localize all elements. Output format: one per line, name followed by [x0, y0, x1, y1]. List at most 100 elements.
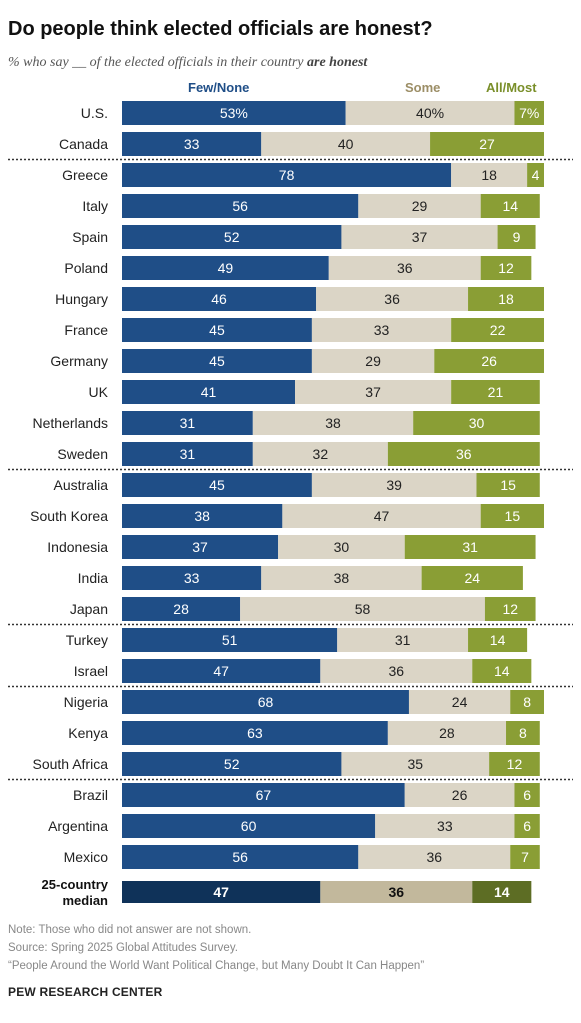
- country-label: Israel: [74, 663, 108, 679]
- bar-segment-some: [451, 163, 528, 187]
- bar-value-label: 30: [334, 539, 350, 555]
- country-label: Poland: [64, 260, 108, 276]
- bar-segment-few: [122, 318, 312, 342]
- bar-segment-few: [122, 597, 241, 621]
- bar-value-label: 6: [523, 818, 531, 834]
- bar-segment-few: [122, 690, 409, 714]
- bar-segment-some: [316, 287, 469, 311]
- country-label: Germany: [50, 353, 108, 369]
- bar-value-label: 28: [439, 725, 455, 741]
- bar-value-label: 37: [365, 384, 381, 400]
- bar-segment-most: [430, 132, 544, 156]
- bar-value-label: 58: [355, 601, 371, 617]
- bar-segment-few: [122, 349, 312, 373]
- bar-segment-most: [497, 225, 536, 249]
- country-label: Sweden: [57, 446, 108, 462]
- bar-segment-some: [341, 225, 498, 249]
- bar-value-label: 29: [365, 353, 381, 369]
- bar-segment-most: [476, 473, 540, 497]
- bar-segment-most: [468, 628, 528, 652]
- bar-segment-most: [413, 411, 540, 435]
- country-label: Argentina: [48, 818, 108, 834]
- bar-value-label: 60: [241, 818, 257, 834]
- bar-value-label: 45: [209, 353, 225, 369]
- bar-segment-few: [122, 473, 312, 497]
- country-label: South Africa: [33, 756, 109, 772]
- bar-segment-few: [122, 504, 283, 528]
- country-label: Spain: [72, 229, 108, 245]
- report-title: “People Around the World Want Political …: [8, 960, 425, 972]
- bar-value-label: 40%: [416, 105, 444, 121]
- bar-value-label: 36: [389, 663, 405, 679]
- org-name: PEW RESEARCH CENTER: [8, 985, 163, 999]
- bar-segment-some: [375, 814, 515, 838]
- country-label: Brazil: [73, 787, 108, 803]
- bar-value-label: 32: [313, 446, 329, 462]
- bar-value-label: 7: [521, 849, 529, 865]
- legend-few-none: Few/None: [188, 80, 250, 95]
- bar-segment-some: [337, 628, 469, 652]
- bar-segment-most: [387, 442, 540, 466]
- bar-value-label: 63: [247, 725, 263, 741]
- bar-segment-few: [122, 721, 388, 745]
- bar-value-label: 51: [222, 632, 238, 648]
- bar-value-label: 15: [505, 508, 521, 524]
- bar-segment-few: [122, 194, 359, 218]
- country-label: Italy: [82, 198, 108, 214]
- bar-segment-most: [451, 380, 540, 404]
- bar-segment-some: [311, 318, 452, 342]
- bar-value-label: 14: [490, 632, 506, 648]
- bar-value-label: 24: [452, 694, 468, 710]
- country-label: U.S.: [81, 105, 108, 121]
- bar-value-label: 52: [224, 229, 240, 245]
- bar-value-label: 38: [194, 508, 210, 524]
- country-label: Indonesia: [47, 539, 108, 555]
- bar-segment-most: [489, 752, 540, 776]
- bar-segment-some: [261, 566, 422, 590]
- bar-segment-some: [341, 752, 490, 776]
- bar-value-label: 27: [479, 136, 495, 152]
- bar-segment-most: [506, 721, 540, 745]
- bar-value-label: 7%: [519, 105, 539, 121]
- bar-segment-few: [122, 752, 342, 776]
- bar-value-label: 33: [184, 570, 200, 586]
- country-label: Netherlands: [33, 415, 109, 431]
- country-label: Australia: [54, 477, 109, 493]
- bar-value-label: 30: [469, 415, 485, 431]
- bar-segment-few: [122, 845, 359, 869]
- bar-segment-some: [261, 132, 431, 156]
- bar-value-label: 9: [513, 229, 521, 245]
- bar-value-label: 38: [325, 415, 341, 431]
- bar-segment-most: [480, 256, 532, 280]
- bar-value-label: 18: [481, 167, 497, 183]
- subtitle-prefix: % who say __ of the elected officials in…: [8, 55, 307, 70]
- bar-value-label: 12: [502, 601, 518, 617]
- bar-segment-some: [358, 194, 481, 218]
- bar-value-label: 56: [232, 849, 248, 865]
- bar-segment-few: [122, 535, 279, 559]
- bar-value-label: 28: [173, 601, 189, 617]
- country-label: Japan: [70, 601, 108, 617]
- bar-value-label: 31: [395, 632, 411, 648]
- bar-segment-few: [122, 101, 346, 125]
- bar-segment-most: [451, 318, 544, 342]
- country-label: India: [78, 570, 109, 586]
- median-value-label: 14: [494, 884, 510, 900]
- median-value-label: 36: [389, 884, 405, 900]
- bar-value-label: 8: [523, 694, 531, 710]
- bar-segment-some: [345, 101, 515, 125]
- bar-segment-few: [122, 380, 296, 404]
- bar-value-label: 68: [258, 694, 274, 710]
- bar-value-label: 41: [201, 384, 217, 400]
- bar-value-label: 33: [184, 136, 200, 152]
- bar-segment-some: [311, 349, 435, 373]
- bar-value-label: 47: [374, 508, 390, 524]
- bar-value-label: 45: [209, 477, 225, 493]
- bar-segment-most: [480, 504, 544, 528]
- country-label: Mexico: [64, 849, 109, 865]
- bar-segment-most: [434, 349, 544, 373]
- median-bar-most: [472, 881, 532, 903]
- bar-segment-some: [240, 597, 485, 621]
- bar-value-label: 78: [279, 167, 295, 183]
